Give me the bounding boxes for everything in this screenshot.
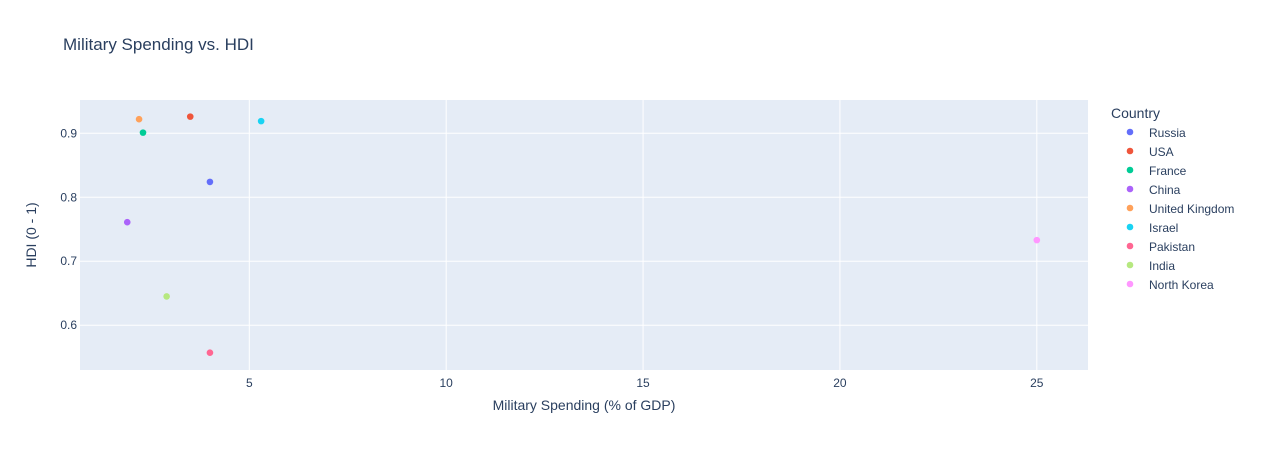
legend-label: USA	[1149, 145, 1174, 159]
y-tick-label: 0.8	[60, 190, 77, 204]
data-point	[206, 178, 214, 186]
y-axis-title: HDI (0 - 1)	[23, 202, 39, 267]
chart-title: Military Spending vs. HDI	[63, 35, 254, 54]
data-point	[186, 113, 194, 120]
x-tick-label: 10	[440, 376, 454, 390]
legend-marker	[1126, 166, 1134, 174]
y-tick-label: 0.9	[60, 126, 77, 140]
legend-items: Russia USA France China United Kingdom Israel…	[1126, 126, 1234, 292]
x-axis-title: Military Spending (% of GDP)	[493, 397, 676, 413]
legend-marker	[1126, 280, 1134, 288]
legend-marker	[1126, 128, 1134, 136]
data-point	[206, 349, 214, 357]
x-tick-label: 15	[636, 376, 650, 390]
plot-area	[80, 100, 1088, 370]
legend-marker	[1126, 147, 1134, 155]
legend-label: Russia	[1149, 126, 1186, 140]
x-tick-label: 20	[833, 376, 847, 390]
tick-labels: 5 10 15 20 25 0.6 0.7 0.8 0.9	[60, 126, 1043, 390]
legend-marker	[1126, 242, 1134, 250]
x-tick-label: 5	[246, 376, 253, 390]
legend-label: India	[1149, 259, 1175, 273]
data-point	[139, 129, 147, 136]
legend-marker	[1126, 223, 1134, 231]
data-point	[257, 117, 265, 125]
legend: Country Russia USA France China United Kingd…	[1111, 105, 1234, 292]
legend-marker	[1126, 204, 1134, 212]
data-point	[163, 293, 170, 300]
data-point	[1033, 236, 1041, 244]
data-point	[123, 218, 131, 226]
legend-label: North Korea	[1149, 278, 1214, 292]
y-tick-label: 0.6	[60, 318, 77, 332]
y-tick-label: 0.7	[60, 254, 77, 268]
legend-marker	[1126, 261, 1134, 269]
legend-label: Pakistan	[1149, 240, 1195, 254]
data-point	[135, 115, 143, 123]
legend-label: China	[1149, 183, 1181, 197]
data-points	[123, 113, 1041, 357]
legend-title: Country	[1111, 105, 1160, 121]
grid-lines	[80, 100, 1088, 370]
legend-marker	[1126, 185, 1134, 193]
x-tick-label: 25	[1030, 376, 1044, 390]
legend-label: United Kingdom	[1149, 202, 1234, 216]
legend-label: Israel	[1149, 221, 1178, 235]
legend-label: France	[1149, 164, 1187, 178]
